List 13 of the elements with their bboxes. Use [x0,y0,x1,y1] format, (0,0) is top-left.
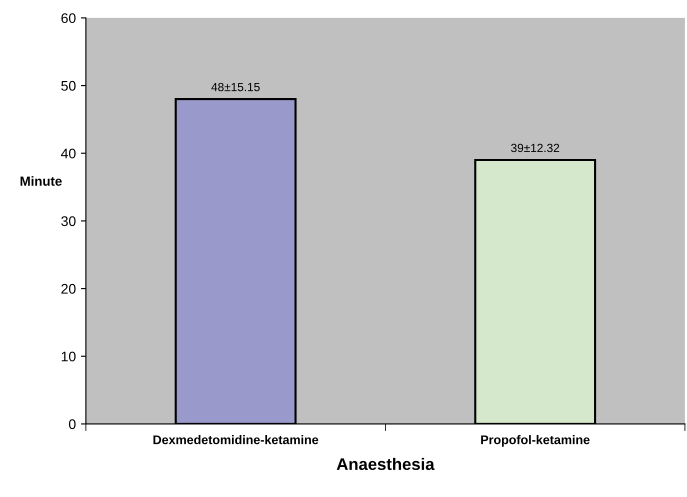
x-tick-label: Propofol-ketamine [481,435,590,447]
data-label: 39±12.32 [511,144,560,152]
y-tick-label: 20 [61,284,76,294]
y-axis-title: Minute [20,176,62,186]
data-label: 48±15.15 [211,82,260,92]
x-tick-label: Dexmedetomidine-ketamine [153,435,318,444]
y-tick-label: 40 [61,148,76,158]
y-tick-label: 50 [61,80,76,91]
y-tick-label: 10 [62,352,76,362]
y-tick-label: 60 [61,13,76,24]
x-axis-title: Anaesthesia [336,458,435,470]
y-tick-label: 0 [68,419,76,430]
y-tick-label: 30 [61,216,76,226]
